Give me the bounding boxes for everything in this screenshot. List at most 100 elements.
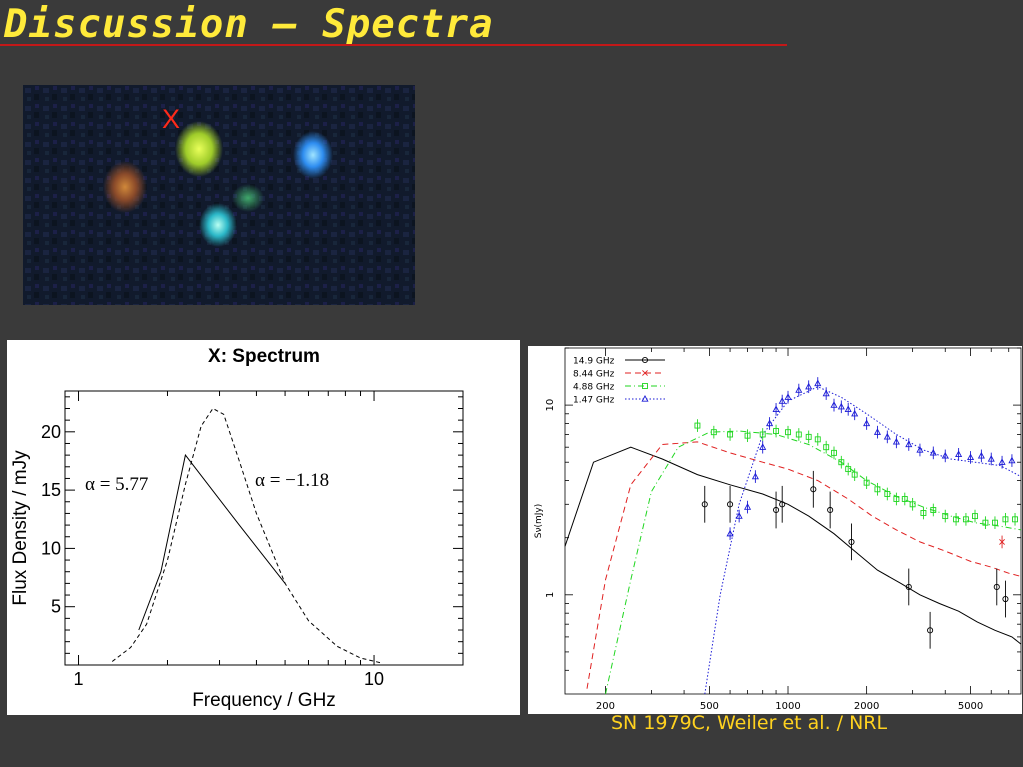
- sky-image: X: [23, 85, 415, 305]
- x-spectrum-background: [7, 340, 520, 715]
- sn-legend-marker-8-44-ghz: [642, 370, 648, 376]
- x-spectrum-xtick-label: 1: [74, 669, 84, 689]
- faint-green-source: [232, 184, 264, 212]
- slide-title: Discussion – Spectra: [4, 2, 494, 47]
- sn-legend-marker-14-9-ghz: [641, 356, 649, 364]
- sn-point-4-88-ghz: [823, 444, 830, 451]
- sn-curve-1-47-ghz: [704, 386, 1022, 695]
- sn-point-14-9-ghz: [727, 501, 734, 508]
- x-spectrum-ytick-label: 10: [41, 538, 61, 558]
- sn-chart-xtick-label: 500: [700, 701, 719, 712]
- source-x-blob: [175, 121, 223, 177]
- x-spectrum-ytick-label: 20: [41, 422, 61, 442]
- sn-point-1-47-ghz: [873, 428, 881, 435]
- sn-curve-8-44-ghz: [586, 441, 1022, 689]
- sn-chart-xtick-label: 200: [596, 701, 615, 712]
- sn-point-1-47-ghz: [795, 386, 803, 393]
- sn-point-14-9-ghz: [701, 501, 708, 508]
- sn-legend-label-14-9-ghz: 14.9 GHz: [573, 357, 615, 367]
- x-spectrum-plot-frame: [64, 390, 464, 666]
- sn-point-4-88-ghz: [785, 429, 791, 436]
- sn-point-4-88-ghz: [893, 496, 900, 502]
- sn-chart-xtick-label: 2000: [854, 701, 879, 712]
- sn-point-1-47-ghz: [772, 405, 780, 412]
- sn-point-1-47-ghz: [726, 529, 734, 537]
- x-spectrum-ytick-label: 15: [41, 480, 61, 500]
- sn-point-1-47-ghz: [814, 379, 822, 387]
- sn-legend-label-8-44-ghz: 8.44 GHz: [573, 370, 615, 380]
- sn-point-4-88-ghz: [814, 436, 821, 443]
- sn-point-14-9-ghz: [927, 627, 934, 634]
- sn-legend-label-1-47-ghz: 1.47 GHz: [573, 396, 615, 406]
- sn-point-4-88-ghz: [805, 433, 812, 440]
- x-spectrum-xlabel: Frequency / GHz: [192, 690, 336, 711]
- x-spectrum-model-curve: [111, 407, 381, 664]
- sn-point-4-88-ghz: [773, 428, 780, 434]
- sn-point-4-88-ghz: [795, 431, 802, 438]
- sn-legend-label-4-88-ghz: 4.88 GHz: [573, 383, 615, 393]
- sn-point-4-88-ghz: [930, 507, 937, 513]
- sn-point-4-88-ghz: [1012, 516, 1018, 523]
- sn-point-4-88-ghz: [874, 486, 881, 493]
- sn-point-1-47-ghz: [766, 419, 774, 427]
- sn-point-4-88-ghz: [831, 449, 837, 456]
- sn-point-4-88-ghz: [982, 519, 989, 526]
- sn-point-1-47-ghz: [863, 419, 871, 427]
- sn-point-1-47-ghz: [743, 503, 752, 510]
- sn-point-1-47-ghz: [851, 409, 859, 417]
- sn-point-4-88-ghz: [962, 516, 969, 523]
- sn-point-4-88-ghz: [953, 516, 960, 523]
- sn-point-1-47-ghz: [883, 432, 891, 440]
- blue-source: [293, 131, 333, 179]
- sn-point-1-47-ghz: [977, 451, 985, 459]
- sn-point-4-88-ghz: [884, 491, 891, 497]
- sn-point-1-47-ghz: [1008, 456, 1016, 464]
- sn-point-14-9-ghz: [1002, 595, 1009, 603]
- sn-point-4-88-ghz: [901, 496, 908, 502]
- sn-point-4-88-ghz: [759, 431, 766, 438]
- sn-point-14-9-ghz: [827, 506, 834, 514]
- x-spectrum-ylabel: Flux Density / mJy: [10, 450, 31, 606]
- sn-point-4-88-ghz: [694, 422, 701, 429]
- sn-point-1-47-ghz: [784, 393, 792, 400]
- sn-point-1-47-ghz: [967, 453, 975, 461]
- sn-point-4-88-ghz: [744, 432, 751, 439]
- sn-point-1-47-ghz: [905, 440, 913, 448]
- sn-point-4-88-ghz: [972, 513, 978, 520]
- sn-point-4-88-ghz: [845, 466, 852, 473]
- sn-point-14-9-ghz: [993, 583, 1000, 591]
- sn-point-14-9-ghz: [773, 506, 780, 514]
- sn-point-1-47-ghz: [955, 450, 963, 458]
- sn-point-1-47-ghz: [998, 458, 1006, 465]
- sn-point-4-88-ghz: [1002, 516, 1009, 523]
- x-spectrum-ytick-label: 5: [51, 597, 61, 617]
- cyan-source: [199, 203, 237, 247]
- x-spectrum-powerlaw-fit: [138, 453, 286, 631]
- sn-chart-xtick-label: 5000: [958, 701, 983, 712]
- sn-chart-ytick-label: 10: [545, 399, 556, 412]
- sn-chart-ylabel: Sν(mJy): [534, 504, 544, 539]
- sn-chart-xtick-label: 1000: [775, 701, 800, 712]
- sn-point-4-88-ghz: [942, 513, 949, 520]
- sn-point-4-88-ghz: [992, 519, 998, 526]
- source-x-marker: X: [162, 104, 180, 134]
- sn-point-1-47-ghz: [837, 402, 845, 410]
- sn-point-1-47-ghz: [751, 472, 759, 480]
- sn-point-14-9-ghz: [848, 538, 855, 545]
- sn-point-4-88-ghz: [863, 479, 870, 486]
- sky-background: [23, 85, 415, 305]
- alpha-decline-annotation: α = −1.18: [255, 470, 329, 491]
- sn-chart-ytick-label: 1: [545, 592, 556, 598]
- sn-point-4-88-ghz: [909, 501, 916, 508]
- title-divider: [0, 44, 787, 46]
- sn-point-4-88-ghz: [851, 471, 858, 478]
- sn-point-1-47-ghz: [929, 448, 937, 456]
- sn1979c-chart: 200 500 1000 2000 5000 1 10 14.9 GHz 8.44 GHz 4.…: [528, 346, 1022, 714]
- sn-legend-marker-1-47-ghz: [641, 395, 649, 402]
- sn-chart-background: [528, 346, 1022, 714]
- sn-point-4-88-ghz: [727, 431, 734, 438]
- x-spectrum-xtick-label: 10: [364, 669, 384, 689]
- sn-point-8-44-ghz: [999, 539, 1005, 545]
- x-spectrum-chart: X: Spectrum 1 10 5 10 15 20 Frequency / GHz F…: [7, 340, 520, 715]
- sn-point-14-9-ghz: [905, 583, 912, 591]
